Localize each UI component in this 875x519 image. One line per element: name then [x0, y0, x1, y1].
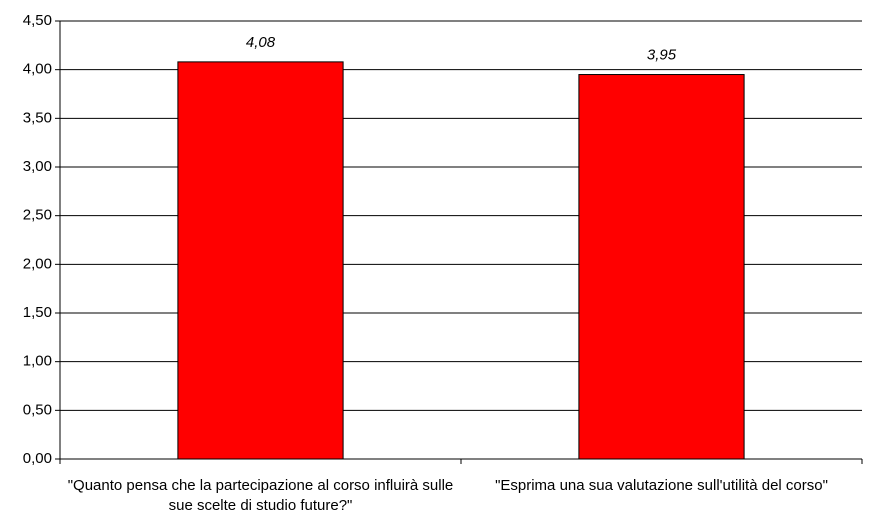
y-tick-label: 4,50 — [23, 12, 52, 29]
value-label: 4,08 — [246, 34, 276, 51]
y-tick-label: 1,50 — [23, 304, 52, 321]
x-tick-label: "Quanto pensa che la partecipazione al c… — [67, 477, 454, 514]
y-tick-label: 2,50 — [23, 207, 52, 224]
y-tick-label: 2,00 — [23, 255, 52, 272]
y-tick-label: 1,00 — [23, 353, 52, 370]
y-tick-label: 0,00 — [23, 450, 52, 467]
y-tick-label: 4,00 — [23, 61, 52, 78]
bar — [177, 61, 344, 460]
y-tick-label: 0,50 — [23, 401, 52, 418]
y-tick-label: 3,50 — [23, 109, 52, 126]
x-tick-label: "Esprima una sua valutazione sull'utilit… — [495, 477, 828, 494]
bar — [578, 74, 745, 460]
value-label: 3,95 — [647, 47, 677, 64]
y-tick-label: 3,00 — [23, 158, 52, 175]
